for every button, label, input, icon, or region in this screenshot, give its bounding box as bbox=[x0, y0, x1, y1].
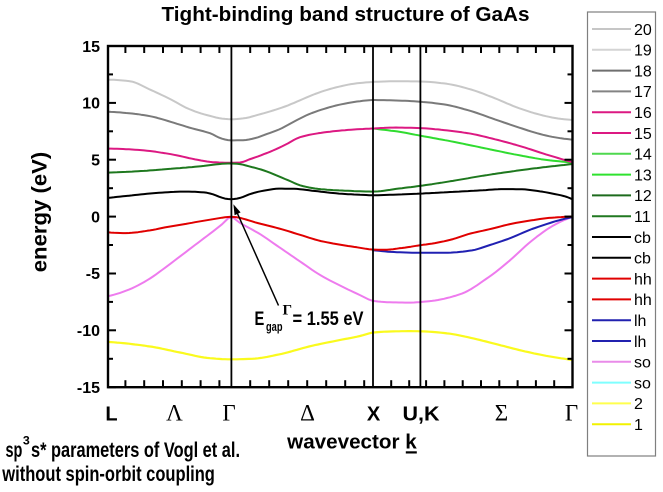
svg-text:s* parameters of Vogl et al.: s* parameters of Vogl et al. bbox=[31, 439, 240, 462]
svg-text:-5: -5 bbox=[86, 266, 100, 283]
svg-text:2: 2 bbox=[634, 396, 643, 413]
svg-text:= 1.55 eV: = 1.55 eV bbox=[293, 309, 364, 330]
svg-text:hh: hh bbox=[634, 292, 652, 309]
svg-text:cb: cb bbox=[634, 251, 651, 268]
svg-text:Δ: Δ bbox=[300, 401, 315, 426]
svg-text:Γ: Γ bbox=[565, 401, 578, 426]
svg-text:E: E bbox=[255, 309, 265, 330]
svg-text:1: 1 bbox=[634, 417, 643, 434]
svg-text:14: 14 bbox=[634, 147, 652, 164]
svg-text:0: 0 bbox=[91, 209, 100, 226]
svg-text:18: 18 bbox=[634, 63, 652, 80]
svg-text:20: 20 bbox=[634, 22, 652, 39]
svg-text:19: 19 bbox=[634, 43, 652, 60]
svg-text:cb: cb bbox=[634, 230, 651, 247]
svg-text:so: so bbox=[634, 355, 651, 372]
svg-text:Σ: Σ bbox=[495, 401, 508, 426]
svg-text:X: X bbox=[367, 403, 381, 425]
svg-text:-10: -10 bbox=[77, 323, 100, 340]
svg-text:15: 15 bbox=[634, 126, 652, 143]
svg-text:13: 13 bbox=[634, 167, 652, 184]
svg-text:energy (eV): energy (eV) bbox=[29, 152, 52, 273]
svg-text:Γ: Γ bbox=[283, 303, 293, 319]
svg-text:wavevector k: wavevector k bbox=[286, 432, 417, 454]
svg-text:gap: gap bbox=[266, 319, 283, 334]
svg-text:10: 10 bbox=[82, 96, 100, 113]
svg-text:-15: -15 bbox=[77, 380, 100, 397]
svg-text:Γ: Γ bbox=[222, 401, 235, 426]
svg-text:hh: hh bbox=[634, 271, 652, 288]
svg-text:U,K: U,K bbox=[403, 403, 441, 425]
svg-text:so: so bbox=[634, 375, 651, 392]
svg-text:15: 15 bbox=[82, 39, 100, 56]
svg-text:without spin-orbit coupling: without spin-orbit coupling bbox=[2, 463, 215, 486]
svg-text:11: 11 bbox=[634, 209, 651, 226]
svg-text:lh: lh bbox=[634, 313, 646, 330]
svg-text:lh: lh bbox=[634, 334, 646, 351]
svg-text:3: 3 bbox=[23, 433, 30, 447]
svg-text:Λ: Λ bbox=[166, 401, 183, 426]
svg-text:17: 17 bbox=[634, 84, 652, 101]
svg-text:L: L bbox=[105, 404, 117, 426]
svg-text:sp: sp bbox=[6, 439, 23, 462]
svg-text:16: 16 bbox=[634, 105, 652, 122]
svg-text:12: 12 bbox=[634, 188, 652, 205]
svg-text:Tight-binding band structure o: Tight-binding band structure of GaAs bbox=[162, 4, 530, 26]
svg-text:5: 5 bbox=[91, 153, 100, 170]
